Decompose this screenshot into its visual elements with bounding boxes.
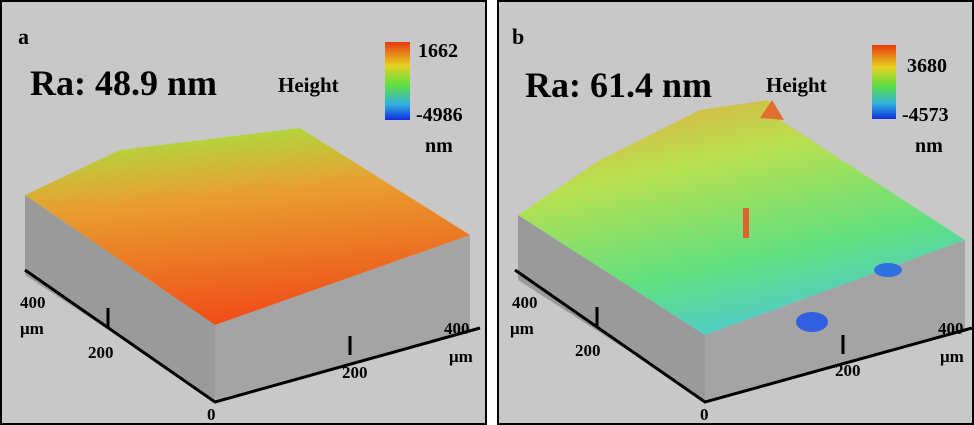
axis-label: 200 [342,363,368,382]
legend-max: 1662 [418,40,458,62]
panel-label: b [512,24,524,49]
axis-label: μm [449,347,473,366]
legend-unit: nm [425,135,453,157]
axis-label: 200 [88,343,114,362]
panel-a: a Ra: 48.9 nm Height 1662 -4986 nm 400 μ… [0,0,487,425]
axis-label: 0 [207,405,216,424]
colorbar [872,45,896,119]
axis-label: 400 [512,293,538,312]
axis-label: 200 [835,361,861,380]
legend-title: Height [766,73,827,97]
panel-label: a [18,24,29,49]
axis-label: 200 [575,341,601,360]
axis [514,268,973,404]
roughness: Ra: 48.9 nm [30,63,217,103]
side-wall [215,235,470,400]
axis-label: μm [20,319,44,338]
legend-min: -4986 [416,104,463,126]
surface [25,128,470,325]
surface [518,100,965,335]
pit [796,312,828,332]
colorbar [385,42,410,120]
side-wall [705,240,965,400]
axis-label: 400 [20,293,46,312]
side-wall [25,195,215,400]
axis-label: μm [940,347,964,366]
axis-label: 0 [700,405,709,424]
legend-max: 3680 [907,55,947,77]
legend-title: Height [278,73,339,97]
legend-unit: nm [915,135,943,157]
axis-label: 400 [938,319,964,338]
side-wall [518,215,705,400]
spike [743,208,749,238]
axis [24,268,481,404]
panel-b: b Ra: 61.4 nm Height 3680 -4573 nm 400 μ… [497,0,974,425]
axis-label: μm [510,319,534,338]
peak [760,100,784,120]
roughness: Ra: 61.4 nm [525,65,712,105]
axis-label: 400 [444,319,470,338]
legend-min: -4573 [902,104,949,126]
pit [874,263,902,277]
